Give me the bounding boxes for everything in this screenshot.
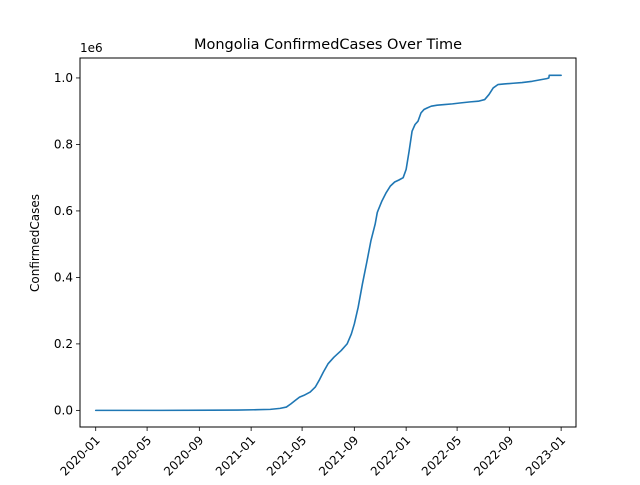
y-tick-label: 0.8 <box>54 137 73 151</box>
chart-title: Mongolia ConfirmedCases Over Time <box>194 37 462 53</box>
axes-frame <box>79 57 577 428</box>
y-tick-label: 0.4 <box>54 270 73 284</box>
y-tick-label: 0.0 <box>54 403 73 417</box>
series-line <box>94 74 562 412</box>
y-axis: 0.0 0.2 0.4 0.6 0.8 1.0 <box>54 71 80 417</box>
series-layer <box>94 74 562 412</box>
y-tick-label: 0.6 <box>54 204 73 218</box>
y-axis-offset-label: 1e6 <box>80 41 103 55</box>
y-tick-label: 0.2 <box>54 337 73 351</box>
y-tick-label: 1.0 <box>54 71 73 85</box>
y-axis-label: ConfirmedCases <box>28 194 42 292</box>
